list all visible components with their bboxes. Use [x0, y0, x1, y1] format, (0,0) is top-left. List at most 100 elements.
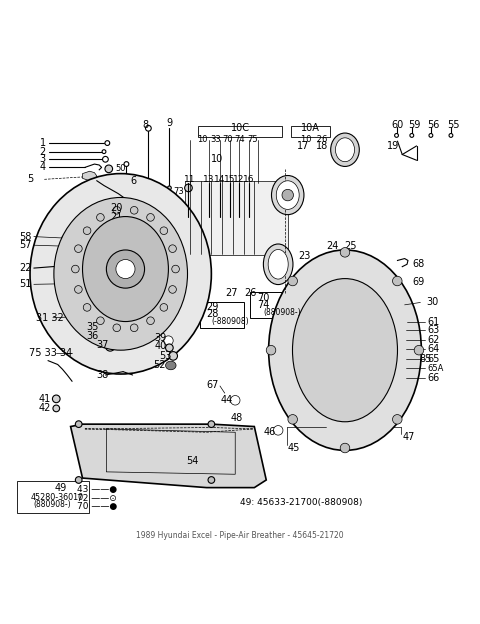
Text: 43 ——●: 43 ——● [77, 485, 117, 494]
Circle shape [96, 317, 104, 324]
Circle shape [120, 216, 126, 222]
Circle shape [102, 150, 106, 154]
Ellipse shape [61, 245, 68, 248]
Text: 48: 48 [230, 413, 243, 423]
Text: 33: 33 [210, 135, 220, 144]
FancyBboxPatch shape [290, 126, 330, 137]
Text: 15: 15 [224, 175, 235, 184]
Ellipse shape [268, 250, 288, 279]
Text: 59: 59 [408, 120, 420, 130]
Circle shape [168, 186, 171, 190]
Circle shape [131, 324, 138, 331]
Circle shape [105, 165, 113, 173]
Text: 51: 51 [20, 280, 32, 290]
Text: 6: 6 [130, 176, 136, 186]
Text: 25: 25 [344, 241, 357, 251]
Text: 53: 53 [159, 351, 171, 361]
Circle shape [160, 227, 168, 235]
Text: 65A: 65A [427, 364, 444, 373]
Circle shape [74, 245, 82, 253]
Ellipse shape [272, 175, 304, 215]
Circle shape [75, 477, 82, 484]
Text: 31 32: 31 32 [36, 313, 63, 323]
Text: 21: 21 [110, 212, 122, 222]
Text: 20: 20 [110, 203, 122, 213]
Ellipse shape [336, 138, 355, 162]
Ellipse shape [30, 173, 211, 374]
Text: 11: 11 [184, 175, 196, 184]
Text: 40: 40 [154, 341, 167, 351]
Circle shape [145, 125, 151, 131]
Circle shape [429, 134, 433, 137]
Circle shape [274, 426, 283, 435]
Text: 56: 56 [428, 120, 440, 130]
Circle shape [393, 414, 402, 424]
Circle shape [168, 197, 171, 202]
Ellipse shape [276, 181, 299, 210]
Text: 75 33 34: 75 33 34 [29, 348, 72, 358]
Text: 10A: 10A [301, 124, 320, 134]
Circle shape [230, 396, 240, 405]
Text: 3: 3 [39, 154, 46, 164]
Text: 35: 35 [86, 322, 99, 332]
Text: 68: 68 [413, 260, 425, 270]
Text: 55: 55 [447, 120, 460, 130]
Circle shape [160, 304, 168, 311]
Circle shape [116, 260, 135, 278]
Ellipse shape [264, 244, 293, 285]
Text: 49: 49 [55, 482, 67, 492]
Text: 70 ——●: 70 ——● [77, 502, 117, 511]
Ellipse shape [54, 197, 188, 350]
Text: 39: 39 [154, 333, 167, 343]
Circle shape [53, 405, 60, 412]
Ellipse shape [269, 250, 421, 451]
Text: 62: 62 [427, 334, 440, 344]
Text: 4: 4 [39, 162, 46, 172]
Circle shape [208, 477, 215, 484]
Circle shape [62, 236, 67, 240]
Circle shape [282, 189, 293, 201]
Circle shape [73, 315, 77, 319]
Circle shape [340, 443, 350, 453]
Text: 47: 47 [402, 432, 415, 442]
Text: 49: 45633-21700(-880908): 49: 45633-21700(-880908) [240, 499, 362, 507]
Text: 67: 67 [206, 379, 219, 389]
Circle shape [106, 341, 115, 351]
Text: 10: 10 [198, 135, 208, 144]
Circle shape [169, 351, 178, 360]
Circle shape [185, 184, 192, 192]
Circle shape [340, 248, 350, 257]
Circle shape [414, 346, 424, 355]
Circle shape [393, 276, 402, 286]
Text: 65: 65 [427, 354, 440, 364]
Text: 38: 38 [96, 370, 108, 380]
Circle shape [83, 304, 91, 311]
Circle shape [169, 245, 176, 253]
Text: 44: 44 [221, 395, 233, 405]
Text: 69: 69 [413, 278, 425, 288]
Text: 60: 60 [392, 120, 404, 130]
FancyBboxPatch shape [200, 302, 244, 328]
Text: 70: 70 [222, 135, 233, 144]
Text: 75: 75 [247, 135, 258, 144]
Text: 45: 45 [288, 443, 300, 453]
Text: 41: 41 [38, 394, 51, 404]
Text: 24: 24 [326, 241, 338, 251]
Circle shape [266, 346, 276, 355]
Text: 2: 2 [39, 147, 46, 157]
Ellipse shape [331, 133, 360, 167]
Text: 72 ——⊙: 72 ——⊙ [77, 494, 117, 502]
Circle shape [124, 195, 129, 200]
Ellipse shape [166, 361, 176, 370]
Circle shape [74, 286, 82, 293]
Circle shape [78, 315, 82, 319]
Text: 54: 54 [187, 456, 199, 466]
Text: 30: 30 [426, 298, 438, 308]
Text: 73: 73 [173, 187, 184, 196]
FancyBboxPatch shape [17, 481, 89, 513]
FancyBboxPatch shape [251, 293, 297, 318]
Text: 22: 22 [20, 263, 32, 273]
Text: 74: 74 [257, 300, 269, 310]
Circle shape [410, 134, 414, 137]
Text: 19: 19 [387, 141, 399, 151]
